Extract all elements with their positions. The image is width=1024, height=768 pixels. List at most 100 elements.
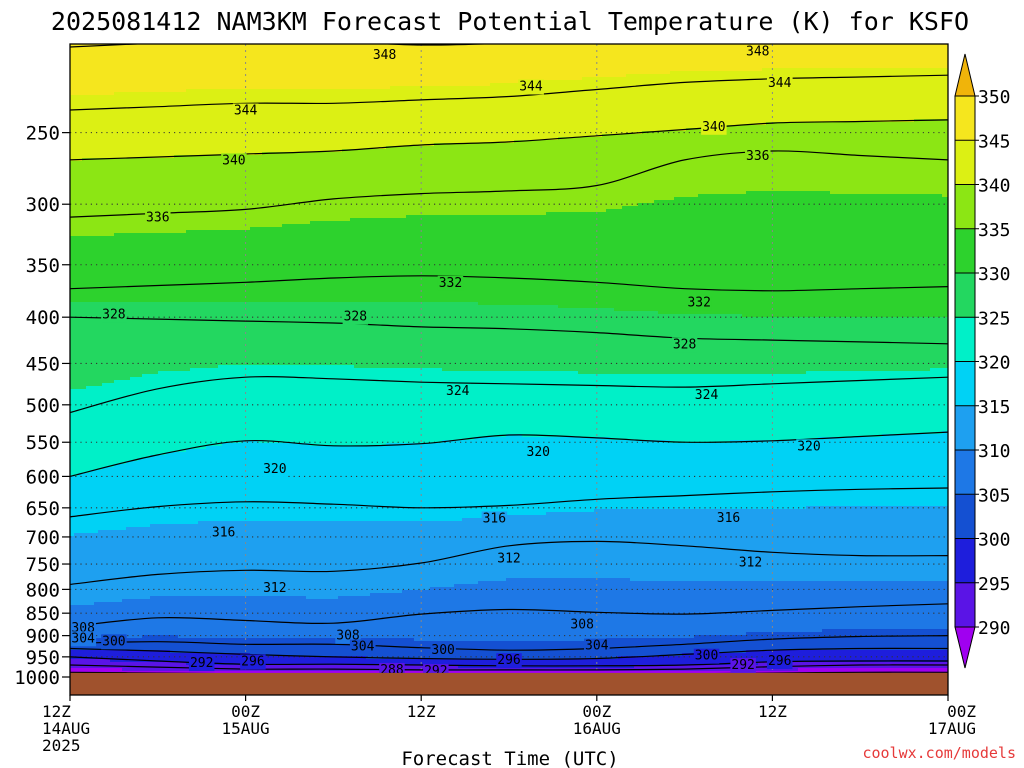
contour-cell: [78, 230, 83, 234]
contour-cell: [74, 407, 79, 411]
contour-cell: [86, 137, 91, 141]
contour-cell: [90, 281, 95, 285]
contour-cell: [70, 518, 75, 522]
contour-cell: [94, 491, 99, 495]
contour-cell: [70, 299, 75, 303]
contour-cell: [70, 347, 75, 351]
contour-cell: [86, 353, 91, 357]
contour-cell: [98, 608, 103, 612]
contour-cell: [70, 452, 75, 456]
contour-cell: [86, 200, 91, 204]
contour-cell: [78, 662, 83, 666]
contour-cell: [74, 236, 79, 240]
contour-cell: [78, 161, 83, 165]
contour-cell: [90, 272, 95, 276]
contour-cell: [78, 248, 83, 252]
contour-cell: [90, 602, 95, 606]
contour-cell: [94, 143, 99, 147]
contour-cell: [82, 254, 87, 258]
contour-cell: [90, 515, 95, 519]
contour-cell: [82, 506, 87, 510]
contour-cell: [70, 83, 75, 87]
contour-cell: [86, 95, 91, 99]
contour-cell: [70, 401, 75, 405]
contour-cell: [70, 155, 75, 159]
contour-cell: [98, 425, 103, 429]
contour-cell: [82, 140, 87, 144]
contour-cell: [98, 326, 103, 330]
contour-cell: [102, 608, 107, 612]
contour-cell: [94, 500, 99, 504]
contour-cell: [86, 188, 91, 192]
contour-cell: [94, 338, 99, 342]
contour-cell: [82, 350, 87, 354]
contour-cell: [70, 605, 75, 609]
contour-cell: [94, 59, 99, 63]
contour-cell: [90, 212, 95, 216]
contour-cell: [94, 482, 99, 486]
contour-cell: [82, 248, 87, 252]
contour-cell: [86, 92, 91, 96]
contour-cell: [98, 638, 103, 642]
contour-cell: [98, 131, 103, 135]
contour-cell: [78, 524, 83, 528]
contour-cell: [94, 257, 99, 261]
contour-cell: [90, 71, 95, 75]
contour-cell: [74, 401, 79, 405]
contour-cell: [98, 464, 103, 468]
contour-cell: [70, 554, 75, 558]
contour-cell: [86, 293, 91, 297]
contour-cell: [74, 341, 79, 345]
contour-cell: [102, 77, 107, 81]
contour-cell: [90, 206, 95, 210]
contour-cell: [70, 491, 75, 495]
contour-cell: [90, 200, 95, 204]
contour-cell: [106, 77, 111, 81]
contour-cell: [82, 164, 87, 168]
contour-cell: [86, 146, 91, 150]
contour-cell: [78, 194, 83, 198]
contour-cell: [78, 122, 83, 126]
contour-cell: [74, 305, 79, 309]
contour-cell: [74, 530, 79, 534]
contour-cell: [74, 314, 79, 318]
contour-cell: [82, 68, 87, 72]
contour-cell: [78, 614, 83, 618]
contour-cell: [82, 422, 87, 426]
contour-cell: [94, 206, 99, 210]
contour-cell: [86, 548, 91, 552]
contour-cell: [74, 65, 79, 69]
contour-cell: [90, 551, 95, 555]
contour-cell: [74, 353, 79, 357]
contour-cell: [74, 101, 79, 105]
contour-cell: [102, 611, 107, 615]
contour-cell: [98, 611, 103, 615]
contour-cell: [74, 197, 79, 201]
contour-cell: [90, 491, 95, 495]
contour-cell: [98, 143, 103, 147]
contour-cell: [86, 605, 91, 609]
contour-cell: [86, 197, 91, 201]
contour-cell: [94, 539, 99, 543]
contour-cell: [74, 458, 79, 462]
contour-cell: [82, 380, 87, 384]
contour-cell: [86, 584, 91, 588]
contour-cell: [90, 137, 95, 141]
contour-cell: [90, 161, 95, 165]
contour-cell: [98, 446, 103, 450]
contour-cell: [102, 554, 107, 558]
contour-cell: [98, 515, 103, 519]
contour-cell: [90, 374, 95, 378]
contour-cell: [98, 251, 103, 255]
contour-cell: [90, 569, 95, 573]
contour-cell: [70, 437, 75, 441]
contour-cell: [74, 140, 79, 144]
contour-cell: [90, 413, 95, 417]
contour-cell: [74, 224, 79, 228]
contour-cell: [102, 530, 107, 534]
contour-cell: [74, 377, 79, 381]
contour-cell: [98, 632, 103, 636]
contour-cell: [78, 437, 83, 441]
contour-cell: [90, 155, 95, 159]
contour-cell: [98, 206, 103, 210]
